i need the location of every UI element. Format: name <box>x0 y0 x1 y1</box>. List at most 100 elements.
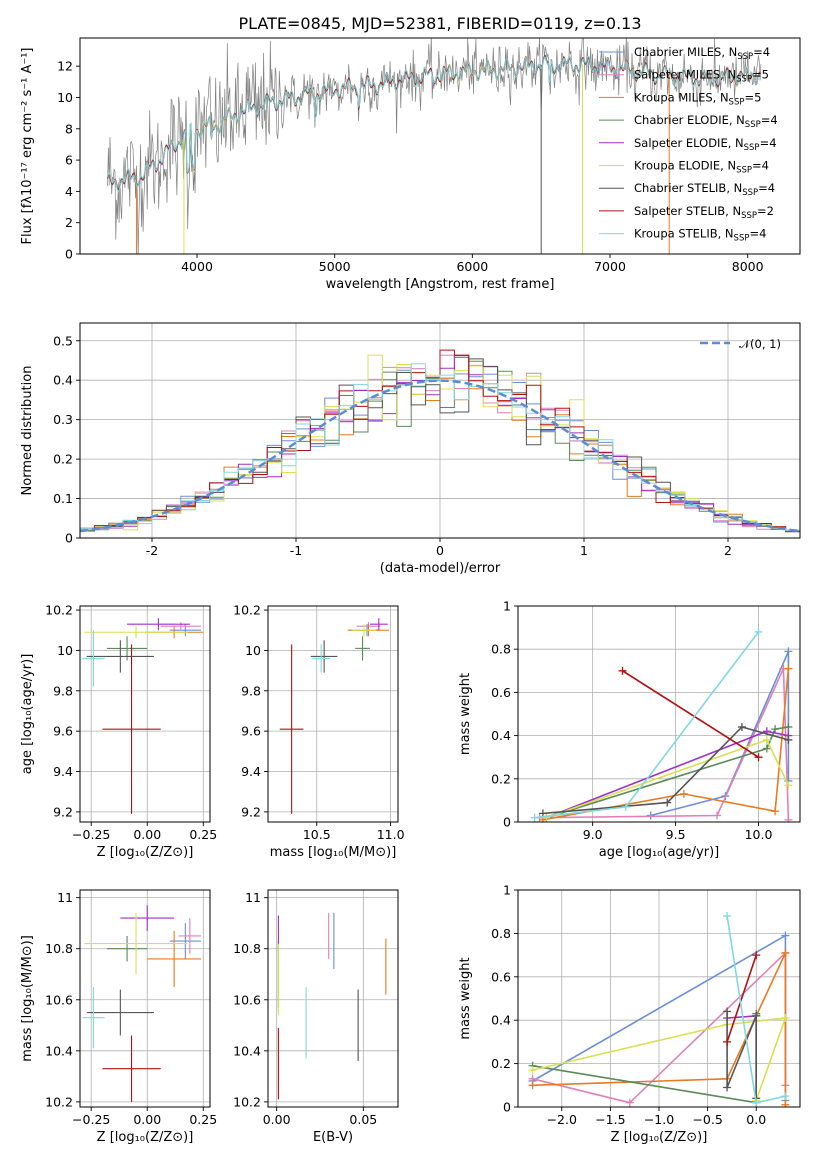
x-tick-label: 0.00 <box>133 1112 161 1127</box>
weight-marker-kroupa_miles <box>784 664 793 673</box>
weight-marker-kroupa_elodie <box>762 735 771 744</box>
y-tick-label: 9.2 <box>53 804 73 819</box>
x-tick-label: −0.25 <box>72 1112 110 1127</box>
panel-residuals: -2 -1 0 1 2 0 0.1 0.2 0.3 0.4 0.5 (data-model)/erro… <box>20 322 801 576</box>
x-tick-label: 5000 <box>319 259 351 274</box>
weight-marker-chabrier_elodie <box>771 725 780 734</box>
y-tick-label: 9.4 <box>53 764 73 779</box>
panel-mass_age: 10.5 11.0 9.2 9.4 9.6 9.8 10 10.2 mass [log₁₀(M/… <box>233 603 404 860</box>
legend-sub: SSP <box>736 166 752 176</box>
weight-marker-chabrier_elodie <box>762 744 771 753</box>
weight-marker-kroupa_elodie <box>542 813 551 822</box>
y-tick-label: 0.8 <box>491 642 511 657</box>
plot-area-spectrum <box>106 38 762 254</box>
y-tick-label: 0 <box>503 815 511 830</box>
x-tick-label: 7000 <box>594 259 626 274</box>
gaussian-legend-label: 𝒩(0, 1) <box>739 337 781 351</box>
y-axis-label: mass weight <box>458 673 473 755</box>
plot-area-residuals <box>80 349 800 538</box>
panel-spectrum: 4000 5000 6000 7000 8000 0 2 4 6 8 10 12 wavelength … <box>20 37 801 292</box>
axes-frame <box>79 889 211 1108</box>
y-tick-label: 0.8 <box>491 926 511 941</box>
axes-frame <box>517 605 801 823</box>
figure-title: PLATE=0845, MJD=52381, FIBERID=0119, z=0… <box>238 14 641 33</box>
y-axis-label: Normed distribution <box>20 366 35 496</box>
weight-marker-kroupa_stelib <box>781 1092 790 1101</box>
weight-line-chabrier_elodie <box>545 726 789 819</box>
legend-entry: Kroupa STELIB, NSSP=4 <box>634 227 766 244</box>
legend-suffix: =4 <box>760 136 777 150</box>
weight-marker-chabrier_stelib <box>723 1083 732 1092</box>
legend-entry: Chabrier ELODIE, NSSP=4 <box>634 113 778 130</box>
y-tick-label: 0.1 <box>53 491 73 506</box>
x-tick-label: 0.00 <box>133 827 161 842</box>
panel-ebv_mass: 0.00 0.05 10.2 10.4 10.6 10.8 11 E(B-V) <box>233 889 399 1145</box>
plot-area-z_age <box>82 618 204 814</box>
x-tick-label: 0 <box>436 543 444 558</box>
y-tick-label: 0.5 <box>53 333 73 348</box>
y-tick-label: 2 <box>65 215 73 230</box>
y-tick-label: 8 <box>65 121 73 136</box>
x-axis-label: Z [log₁₀(Z/Z⊙)] <box>97 1130 194 1145</box>
y-tick-label: 0 <box>65 247 73 262</box>
legend-sub: SSP <box>734 234 750 244</box>
x-axis-label: (data-model)/error <box>380 561 501 576</box>
legend-sub: SSP <box>745 120 761 130</box>
weight-line-salpeter_stelib <box>726 954 757 1043</box>
axes-frame <box>79 322 801 539</box>
legend-label: Kroupa MILES, N <box>634 90 729 104</box>
axes-frame <box>79 37 801 255</box>
x-tick-label: 9.5 <box>666 827 686 842</box>
y-tick-label: 12 <box>57 59 73 74</box>
legend-entry: Kroupa MILES, NSSP=5 <box>634 90 761 107</box>
y-tick-label: 0.6 <box>491 685 511 700</box>
y-tick-label: 0 <box>65 531 73 546</box>
legend-sub: SSP <box>742 188 758 198</box>
y-tick-label: 10.2 <box>45 1094 73 1109</box>
weight-marker-chabrier_stelib <box>663 798 672 807</box>
legend-entry: Salpeter ELODIE, NSSP=4 <box>634 136 777 153</box>
x-axis-label: wavelength [Angstrom, rest frame] <box>326 277 555 292</box>
y-tick-label: 0.6 <box>491 969 511 984</box>
y-tick-label: 9.2 <box>241 804 261 819</box>
legend-suffix: =4 <box>761 113 778 127</box>
legend-label: Chabrier STELIB, N <box>634 181 742 195</box>
y-tick-label: 10 <box>245 643 261 658</box>
x-axis-label: mass [log₁₀(M/M⊙)] <box>270 845 397 860</box>
weight-line-salpeter_stelib <box>622 670 759 758</box>
x-tick-label: 0.25 <box>189 1112 217 1127</box>
x-tick-label: 10.0 <box>745 827 773 842</box>
y-tick-label: 10.6 <box>45 992 73 1007</box>
x-tick-label: 10.5 <box>303 827 331 842</box>
weight-marker-kroupa_elodie <box>528 1066 537 1075</box>
x-tick-label: 11.0 <box>377 827 405 842</box>
x-axis-label: Z [log₁₀(Z/Z⊙)] <box>97 845 194 860</box>
y-tick-label: 0.2 <box>53 452 73 467</box>
y-tick-label: 9.8 <box>241 683 261 698</box>
legend-suffix: =4 <box>753 45 770 59</box>
weight-line-chabrier_stelib <box>726 1011 757 1099</box>
weight-marker-chabrier_stelib <box>723 1007 732 1016</box>
weight-marker-chabrier_stelib <box>737 722 746 731</box>
x-tick-label: 1 <box>580 543 588 558</box>
y-tick-label: 0.3 <box>53 412 73 427</box>
x-tick-label: 4000 <box>181 259 213 274</box>
weight-line-chabrier_stelib <box>542 726 789 815</box>
y-tick-label: 10 <box>57 643 73 658</box>
x-tick-label: −1.5 <box>595 1112 625 1127</box>
axes-frame <box>79 605 211 823</box>
y-tick-label: 11 <box>57 890 73 905</box>
weight-marker-salpeter_miles <box>713 811 722 820</box>
legend-label: Salpeter STELIB, N <box>634 204 741 218</box>
x-tick-label: -1 <box>290 543 302 558</box>
y-tick-label: 10.2 <box>233 1094 261 1109</box>
y-tick-label: 9.6 <box>241 724 261 739</box>
plot-area-mass_age <box>279 618 390 814</box>
legend-entry: Kroupa ELODIE, NSSP=4 <box>634 159 769 176</box>
weight-marker-salpeter_stelib <box>723 1037 732 1046</box>
legend-label: Chabrier MILES, N <box>634 45 737 59</box>
weight-marker-chabrier_stelib <box>752 1011 761 1020</box>
model-line-kroupa_stelib <box>106 55 762 193</box>
y-axis-label: Flux [fλ10⁻¹⁷ erg cm⁻² s⁻¹ A⁻¹] <box>20 48 35 245</box>
